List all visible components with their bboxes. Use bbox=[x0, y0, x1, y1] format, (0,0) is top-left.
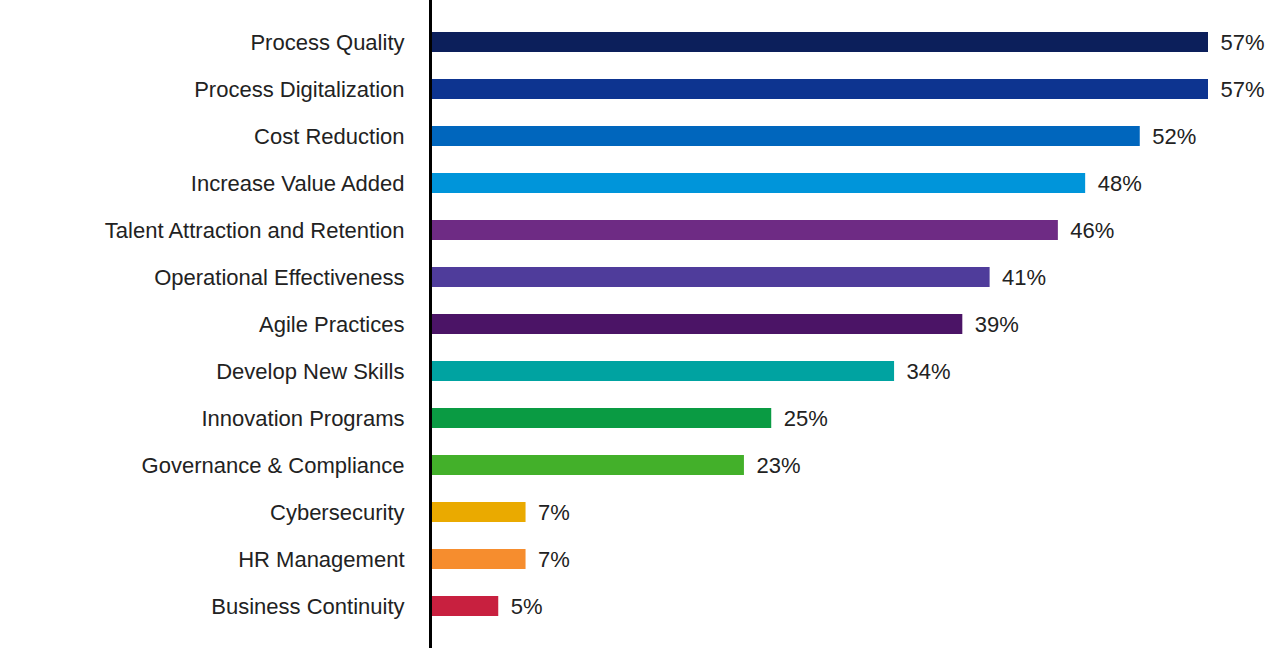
svg-text:Business Continuity: Business Continuity bbox=[211, 594, 404, 619]
svg-text:Cost Reduction: Cost Reduction bbox=[254, 124, 404, 149]
svg-text:5%: 5% bbox=[511, 594, 543, 619]
svg-text:HR Management: HR Management bbox=[238, 547, 404, 572]
svg-text:Agile Practices: Agile Practices bbox=[259, 312, 405, 337]
svg-text:57%: 57% bbox=[1221, 30, 1265, 55]
svg-text:Increase Value Added: Increase Value Added bbox=[191, 171, 405, 196]
svg-text:52%: 52% bbox=[1152, 124, 1196, 149]
svg-text:25%: 25% bbox=[784, 406, 828, 431]
svg-text:48%: 48% bbox=[1098, 171, 1142, 196]
svg-text:Cybersecurity: Cybersecurity bbox=[270, 500, 404, 525]
svg-text:Operational Effectiveness: Operational Effectiveness bbox=[154, 265, 404, 290]
svg-text:Process Quality: Process Quality bbox=[250, 30, 404, 55]
svg-text:7%: 7% bbox=[538, 500, 570, 525]
svg-text:34%: 34% bbox=[907, 359, 951, 384]
svg-text:Process Digitalization: Process Digitalization bbox=[194, 77, 404, 102]
svg-text:23%: 23% bbox=[756, 453, 800, 478]
svg-text:39%: 39% bbox=[975, 312, 1019, 337]
svg-text:Talent Attraction and Retentio: Talent Attraction and Retention bbox=[105, 218, 405, 243]
svg-text:57%: 57% bbox=[1221, 77, 1265, 102]
svg-text:Governance & Compliance: Governance & Compliance bbox=[142, 453, 405, 478]
svg-text:Develop New Skills: Develop New Skills bbox=[216, 359, 404, 384]
svg-text:7%: 7% bbox=[538, 547, 570, 572]
svg-text:41%: 41% bbox=[1002, 265, 1046, 290]
svg-text:Innovation Programs: Innovation Programs bbox=[202, 406, 405, 431]
svg-text:46%: 46% bbox=[1070, 218, 1114, 243]
